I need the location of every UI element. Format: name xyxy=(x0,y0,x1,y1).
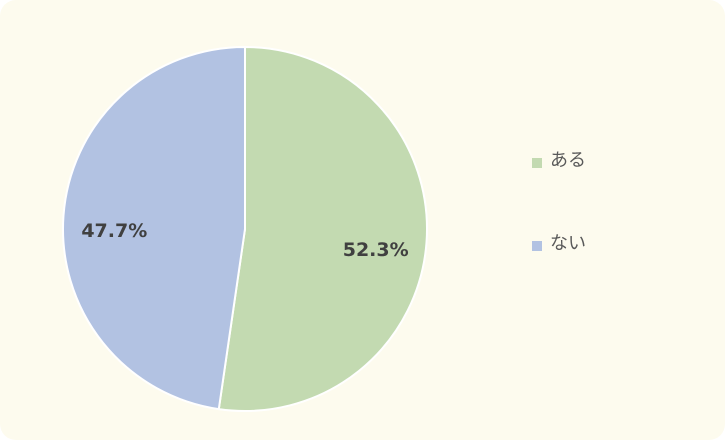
pie-slice xyxy=(62,45,246,411)
legend-swatch xyxy=(532,241,542,251)
legend-label: ある xyxy=(550,150,586,171)
legend-label: ない xyxy=(550,233,586,254)
data-label: 52.3% xyxy=(343,239,409,261)
legend-swatch xyxy=(532,158,542,168)
pie-slice xyxy=(217,45,428,412)
data-label: 47.7% xyxy=(81,220,147,242)
